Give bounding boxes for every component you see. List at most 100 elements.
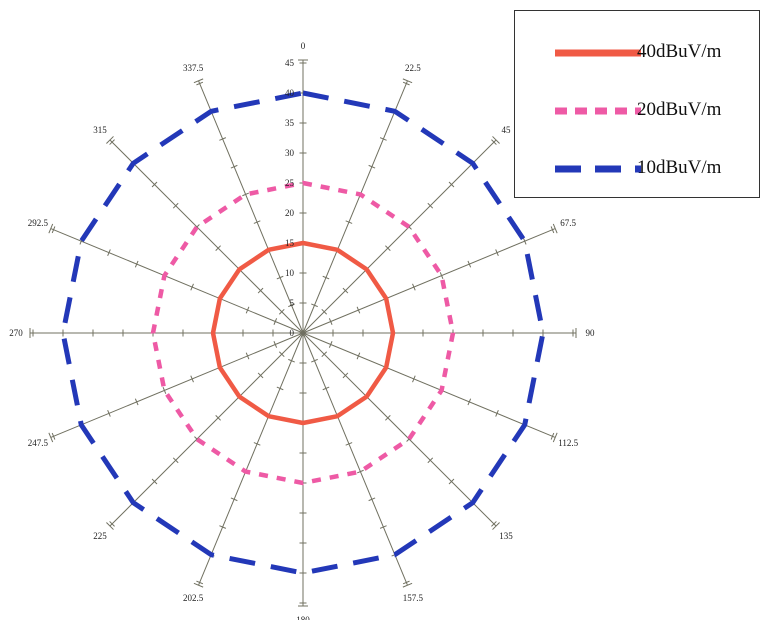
spoke-tick bbox=[134, 260, 139, 268]
polar-series bbox=[60, 90, 546, 576]
spoke-tick bbox=[245, 306, 250, 314]
radial-label: 0 bbox=[290, 328, 295, 338]
spoke-tick bbox=[491, 521, 497, 527]
spoke-tick bbox=[190, 375, 194, 383]
legend-swatch-10dbuv bbox=[555, 165, 641, 173]
spoke-tick bbox=[219, 525, 227, 529]
spoke-tick bbox=[109, 139, 115, 145]
spoke-tick bbox=[311, 303, 318, 308]
spoke-end-tick bbox=[48, 223, 54, 234]
spoke-end-tick bbox=[552, 223, 558, 234]
spoke-112.5 bbox=[302, 332, 556, 438]
angle-label: 45 bbox=[501, 125, 511, 135]
spoke-end-tick bbox=[402, 78, 413, 84]
spoke-tick bbox=[368, 497, 376, 502]
spoke-tick bbox=[190, 283, 194, 291]
legend-swatch-40dbuv bbox=[555, 49, 641, 57]
spoke-tick bbox=[253, 442, 261, 446]
spoke-tick bbox=[322, 386, 330, 391]
radial-label: 10 bbox=[285, 268, 295, 278]
polar-spokes bbox=[29, 59, 577, 607]
legend-label: 40dBuV/m bbox=[637, 41, 722, 62]
angle-label: 67.5 bbox=[560, 218, 576, 228]
spoke-135 bbox=[302, 332, 497, 527]
radial-label: 45 bbox=[285, 58, 295, 68]
radial-label: 25 bbox=[285, 178, 295, 188]
spoke-tick bbox=[321, 351, 328, 358]
angle-label: 225 bbox=[93, 531, 107, 541]
spoke-end-tick bbox=[552, 432, 558, 443]
angle-label: 247.5 bbox=[28, 438, 49, 448]
polar-angle-labels: 0 22.5 45 67.5 90 112.5 135 157.5 180 202.5 225 247… bbox=[9, 41, 595, 620]
spoke-tick bbox=[322, 275, 330, 280]
spoke-tick bbox=[288, 303, 295, 308]
legend-item: 40dBuV/m bbox=[515, 33, 761, 73]
spoke-337.5 bbox=[198, 80, 304, 334]
spoke-tick bbox=[215, 415, 221, 421]
spoke-tick bbox=[345, 220, 353, 224]
spoke-tick bbox=[278, 308, 285, 315]
spoke-tick bbox=[412, 283, 416, 291]
spoke-tick bbox=[495, 249, 499, 257]
spoke-315 bbox=[109, 139, 304, 334]
spoke-end-tick bbox=[106, 522, 114, 530]
spoke-tick bbox=[385, 245, 391, 251]
spoke-tick bbox=[467, 260, 472, 268]
spoke-247.5 bbox=[50, 332, 304, 438]
spoke-157.5 bbox=[302, 332, 408, 586]
spoke-tick bbox=[495, 409, 499, 417]
spoke-tick bbox=[427, 202, 434, 209]
spoke-tick bbox=[107, 409, 111, 417]
spoke-tick bbox=[278, 351, 285, 358]
spoke-end-tick bbox=[193, 78, 204, 84]
legend-item: 10dBuV/m bbox=[515, 149, 761, 189]
spoke-tick bbox=[402, 580, 410, 585]
angle-label: 112.5 bbox=[558, 438, 578, 448]
spoke-tick bbox=[245, 352, 250, 360]
spoke-tick bbox=[467, 398, 472, 406]
radial-label: 40 bbox=[285, 88, 295, 98]
spoke-292.5 bbox=[50, 228, 304, 334]
spoke-tick bbox=[328, 341, 333, 348]
angle-label: 270 bbox=[9, 328, 23, 338]
spoke-tick bbox=[253, 220, 261, 224]
spoke-end-tick bbox=[492, 522, 500, 530]
spoke-end-tick bbox=[106, 136, 114, 144]
spoke-tick bbox=[51, 226, 56, 234]
spoke-tick bbox=[379, 525, 387, 529]
spoke-tick bbox=[276, 275, 284, 280]
spoke-tick bbox=[134, 398, 139, 406]
radial-label: 35 bbox=[285, 118, 295, 128]
spoke-tick bbox=[219, 137, 227, 141]
spoke-tick bbox=[491, 139, 497, 145]
spoke-tick bbox=[230, 497, 238, 502]
spoke-tick bbox=[342, 372, 349, 379]
spoke-tick bbox=[196, 580, 204, 585]
spoke-tick bbox=[257, 372, 264, 379]
spoke-tick bbox=[412, 375, 416, 383]
spoke-tick bbox=[345, 442, 353, 446]
polar-radial-labels: 0 5 10 15 20 25 30 35 40 45 bbox=[285, 58, 295, 338]
spoke-tick bbox=[276, 386, 284, 391]
spoke-end-tick bbox=[193, 582, 204, 588]
spoke-67.5 bbox=[302, 228, 556, 334]
spoke-tick bbox=[311, 358, 318, 363]
spoke-225 bbox=[109, 332, 304, 527]
spoke-tick bbox=[427, 457, 434, 464]
spoke-tick bbox=[402, 81, 410, 86]
spoke-tick bbox=[230, 164, 238, 169]
spoke-tick bbox=[172, 202, 179, 209]
radial-label: 30 bbox=[285, 148, 295, 158]
angle-label: 0 bbox=[301, 41, 306, 51]
spoke-tick bbox=[107, 249, 111, 257]
legend: 40dBuV/m 20dBuV/m 10dBuV/m bbox=[514, 10, 760, 198]
spoke-45 bbox=[302, 139, 497, 334]
spoke-tick bbox=[196, 81, 204, 86]
spoke-tick bbox=[321, 308, 328, 315]
angle-label: 157.5 bbox=[403, 593, 424, 603]
spoke-tick bbox=[151, 181, 158, 188]
spoke-tick bbox=[356, 306, 361, 314]
spoke-end-tick bbox=[402, 582, 413, 588]
spoke-tick bbox=[385, 415, 391, 421]
